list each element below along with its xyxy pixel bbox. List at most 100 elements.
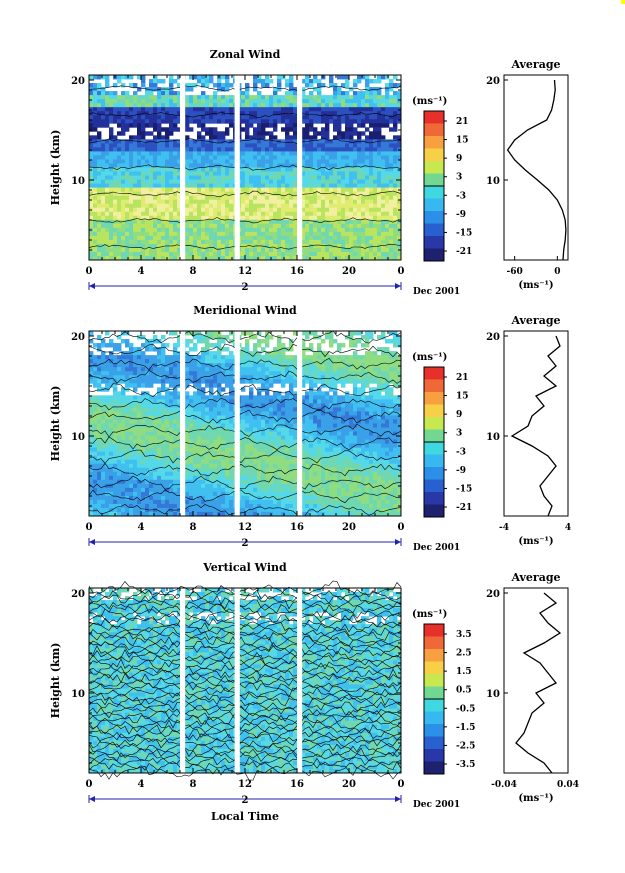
heatmap-cell xyxy=(321,415,326,420)
heatmap-cell xyxy=(137,415,142,420)
heatmap-cell xyxy=(113,199,118,205)
heatmap-cell xyxy=(209,423,214,428)
heatmap-cell xyxy=(241,91,246,96)
heatmap-cell xyxy=(177,83,182,88)
heatmap-cell xyxy=(265,375,270,380)
heatmap-cell xyxy=(357,171,362,176)
heatmap-cell xyxy=(317,83,322,88)
heatmap-cell xyxy=(293,247,298,253)
heatmap-cell xyxy=(189,219,194,225)
heatmap-cell xyxy=(125,375,130,380)
heatmap-cell xyxy=(313,395,318,400)
heatmap-cell xyxy=(365,239,370,245)
heatmap-cell xyxy=(157,379,162,384)
heatmap-cell xyxy=(345,119,350,124)
heatmap-cell xyxy=(197,239,202,245)
heatmap-cell xyxy=(113,119,118,124)
heatmap-cell xyxy=(197,75,202,80)
heatmap-cell xyxy=(221,99,226,104)
heatmap-cell xyxy=(201,127,206,132)
heatmap-cell xyxy=(321,151,326,156)
heatmap-cell xyxy=(245,415,250,420)
heatmap-cell xyxy=(197,371,202,376)
heatmap-cell xyxy=(365,247,370,253)
heatmap-cell xyxy=(301,331,306,336)
heatmap-cell xyxy=(313,167,318,172)
heatmap-cell xyxy=(369,179,374,184)
heatmap-cell xyxy=(221,163,226,168)
heatmap-cell xyxy=(177,239,182,245)
heatmap-cell xyxy=(153,207,158,213)
heatmap-cell xyxy=(157,371,162,376)
heatmap-cell xyxy=(197,147,202,152)
heatmap-cell xyxy=(197,243,202,249)
heatmap-cell xyxy=(257,211,262,217)
heatmap-cell xyxy=(325,255,330,261)
heatmap-cell xyxy=(145,227,150,233)
heatmap-cell xyxy=(145,131,150,136)
heatmap-cell xyxy=(309,219,314,225)
heatmap-cell xyxy=(337,371,342,376)
heatmap-cell xyxy=(213,383,218,388)
heatmap-cell xyxy=(317,371,322,376)
heatmap-cell xyxy=(221,187,226,193)
heatmap-cell xyxy=(301,135,306,140)
heatmap-cell xyxy=(117,119,122,124)
heatmap-cell xyxy=(173,395,178,400)
heatmap-cell xyxy=(89,375,94,380)
heatmap-cell xyxy=(305,167,310,172)
heatmap-cell xyxy=(97,119,102,124)
heatmap-cell xyxy=(317,171,322,176)
heatmap-cell xyxy=(377,199,382,205)
heatmap-cell xyxy=(225,103,230,108)
heatmap-cell xyxy=(241,223,246,229)
heatmap-cell xyxy=(141,115,146,120)
heatmap-cell xyxy=(113,163,118,168)
heatmap-cell xyxy=(333,139,338,144)
heatmap-cell xyxy=(125,167,130,172)
heatmap-cell xyxy=(317,415,322,420)
heatmap-cell xyxy=(325,199,330,205)
heatmap-cell xyxy=(97,175,102,180)
heatmap-cell xyxy=(93,403,98,408)
heatmap-cell xyxy=(221,399,226,404)
heatmap-cell xyxy=(249,215,254,221)
heatmap-cell xyxy=(101,207,106,213)
heatmap-cell xyxy=(129,139,134,144)
heatmap-cell xyxy=(109,179,114,184)
heatmap-cell xyxy=(93,239,98,245)
heatmap-cell xyxy=(337,171,342,176)
heatmap-cell xyxy=(365,183,370,189)
heatmap-cell xyxy=(121,223,126,229)
colorbar-segment xyxy=(424,211,444,224)
heatmap-cell xyxy=(393,343,398,348)
heatmap-cell xyxy=(177,147,182,152)
heatmap-cell xyxy=(353,147,358,152)
heatmap-cell xyxy=(97,231,102,237)
heatmap-cell xyxy=(197,167,202,172)
heatmap-cell xyxy=(325,115,330,120)
heatmap-cell xyxy=(293,363,298,368)
heatmap-cell xyxy=(129,395,134,400)
heatmap-cell xyxy=(277,231,282,237)
heatmap-cell xyxy=(393,395,398,400)
heatmap-cell xyxy=(345,83,350,88)
heatmap-cell xyxy=(329,167,334,172)
heatmap-cell xyxy=(265,147,270,152)
heatmap-cell xyxy=(285,167,290,172)
heatmap-cell xyxy=(313,179,318,184)
heatmap-cell xyxy=(325,163,330,168)
heatmap-cell xyxy=(97,135,102,140)
heatmap-cell xyxy=(217,183,222,189)
heatmap-cell xyxy=(205,339,210,344)
heatmap-cell xyxy=(277,403,282,408)
heatmap-cell xyxy=(357,403,362,408)
heatmap-cell xyxy=(385,195,390,201)
heatmap-cell xyxy=(301,415,306,420)
heatmap-cell xyxy=(381,243,386,249)
heatmap-cell xyxy=(165,95,170,100)
heatmap-cell xyxy=(397,119,402,124)
heatmap-cell xyxy=(353,231,358,237)
heatmap-cell xyxy=(313,363,318,368)
heatmap-cell xyxy=(385,415,390,420)
